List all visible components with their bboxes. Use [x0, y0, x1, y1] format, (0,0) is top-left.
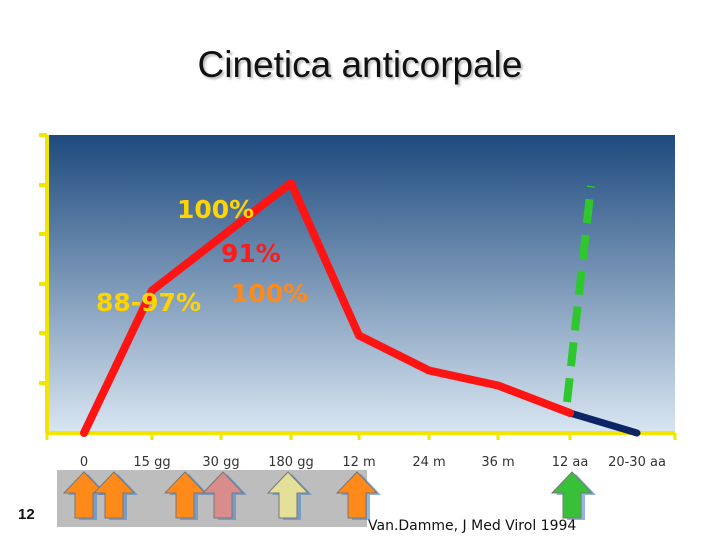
x-tick-label: 15 gg [133, 455, 170, 470]
x-tick-label: 36 m [481, 455, 514, 470]
x-tick-label: 20-30 aa [608, 455, 666, 470]
x-tick-label: 12 aa [552, 455, 589, 470]
up-arrow-icon [550, 471, 596, 520]
up-arrow-icon [92, 471, 138, 520]
citation: Van.Damme, J Med Virol 1994 [368, 518, 577, 534]
x-tick-label: 180 gg [268, 455, 313, 470]
x-tick-label: 24 m [412, 455, 445, 470]
x-tick-label: 12 m [342, 455, 375, 470]
up-arrow-icon [335, 471, 381, 520]
x-tick-label: 0 [80, 455, 88, 470]
up-arrow-icon [201, 471, 247, 520]
up-arrow-icon [266, 471, 312, 520]
percent-annotation: 91% [221, 239, 281, 268]
series-line-early [80, 179, 574, 437]
booster-dashed-line [563, 185, 595, 403]
percent-annotation: 88-97% [96, 288, 201, 317]
percent-annotation: 100% [231, 279, 308, 308]
slide-title: Cinetica anticorpale [197, 44, 523, 85]
series-line-late [566, 409, 641, 437]
arrow-strip [57, 470, 367, 527]
x-tick-label: 30 gg [202, 455, 239, 470]
page-number: 12 [18, 506, 35, 523]
percent-annotation: 100% [177, 195, 254, 224]
